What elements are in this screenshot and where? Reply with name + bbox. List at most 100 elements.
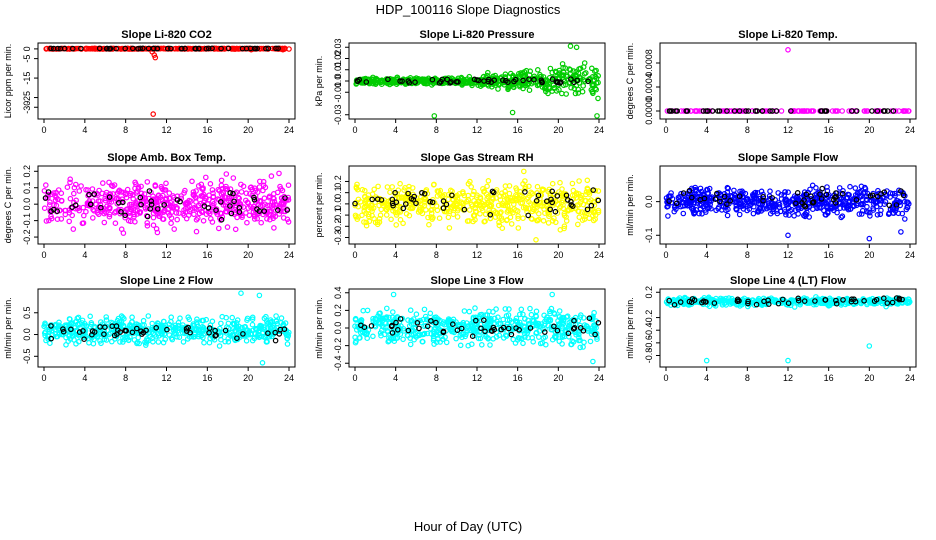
data-point	[665, 213, 671, 219]
data-point	[119, 45, 125, 52]
data-point	[436, 80, 443, 86]
data-point	[540, 218, 547, 224]
data-point	[209, 187, 216, 193]
data-point	[570, 325, 577, 332]
data-point	[512, 317, 519, 324]
data-point	[397, 331, 404, 338]
data-point	[256, 178, 263, 185]
data-point	[159, 197, 166, 203]
x-tick-label: 24	[905, 373, 915, 383]
data-point	[721, 193, 728, 200]
data-point	[472, 305, 478, 311]
data-point	[495, 314, 501, 321]
data-point	[530, 79, 537, 85]
data-point	[732, 199, 739, 206]
data-point	[697, 196, 704, 203]
x-tick-label: 8	[123, 250, 128, 260]
data-point	[66, 316, 73, 322]
data-point	[443, 339, 450, 346]
panel-title: Slope Li-820 CO2	[121, 29, 211, 41]
data-point	[200, 186, 206, 193]
data-point	[103, 337, 110, 343]
data-point	[678, 190, 684, 197]
data-point	[899, 296, 905, 303]
data-point	[378, 332, 384, 339]
data-point	[499, 225, 506, 232]
data-point	[794, 193, 801, 200]
data-point	[193, 217, 200, 223]
data-point	[407, 341, 414, 348]
series-hourly	[48, 323, 288, 344]
data-point	[552, 219, 559, 226]
data-point	[536, 328, 543, 334]
data-point	[276, 331, 283, 337]
data-point	[557, 179, 563, 186]
x-tick-label: 20	[553, 250, 563, 260]
data-point	[795, 204, 802, 211]
data-point	[497, 210, 503, 216]
data-point	[442, 334, 448, 340]
data-point	[707, 201, 714, 208]
data-point	[556, 86, 562, 93]
data-point	[569, 180, 576, 187]
y-axis-label: percent per min.	[314, 172, 324, 237]
data-point	[741, 201, 748, 207]
data-point	[791, 213, 797, 219]
data-point	[264, 216, 270, 222]
data-point	[95, 204, 102, 210]
y-axis-label: kPa per min.	[314, 56, 324, 107]
data-point	[724, 201, 730, 208]
data-point	[243, 337, 250, 344]
data-point	[45, 195, 51, 201]
data-point	[393, 222, 400, 228]
data-point	[406, 183, 412, 190]
data-point	[805, 108, 812, 114]
data-point	[461, 206, 468, 213]
data-point	[485, 178, 492, 184]
data-point	[859, 201, 866, 208]
data-point	[789, 197, 796, 203]
data-point	[484, 69, 491, 76]
x-tick-label: 12	[472, 250, 482, 260]
data-point	[239, 214, 245, 221]
data-point	[113, 208, 119, 215]
data-point	[164, 45, 171, 52]
data-point-outlier	[703, 357, 710, 364]
data-point	[590, 209, 597, 216]
data-point	[591, 68, 598, 75]
data-point	[471, 188, 477, 195]
x-tick-label: 4	[82, 250, 87, 260]
x-tick-label: 0	[41, 373, 46, 383]
data-point	[875, 187, 881, 194]
y-tick-label: 0.1	[333, 186, 343, 199]
data-point	[823, 191, 830, 198]
data-point	[502, 192, 509, 198]
data-point	[853, 108, 860, 114]
data-point	[795, 295, 802, 302]
data-point	[256, 198, 263, 205]
y-tick-label: 0.02	[333, 50, 343, 68]
data-point	[753, 301, 760, 308]
data-point	[67, 46, 73, 52]
data-point	[213, 207, 219, 214]
data-point	[731, 108, 738, 114]
x-tick-label: 8	[745, 373, 750, 383]
data-point	[577, 314, 584, 321]
data-point	[372, 316, 379, 323]
data-point	[145, 313, 152, 319]
data-point	[686, 199, 692, 205]
data-point	[250, 203, 257, 210]
data-point	[115, 188, 122, 195]
data-point	[521, 316, 528, 322]
data-point	[575, 70, 582, 77]
data-point	[757, 201, 763, 208]
series-hourly	[666, 185, 907, 210]
data-point	[528, 215, 535, 222]
data-point	[210, 190, 216, 197]
data-point	[355, 214, 362, 220]
data-point	[111, 182, 118, 188]
data-point	[205, 205, 212, 211]
